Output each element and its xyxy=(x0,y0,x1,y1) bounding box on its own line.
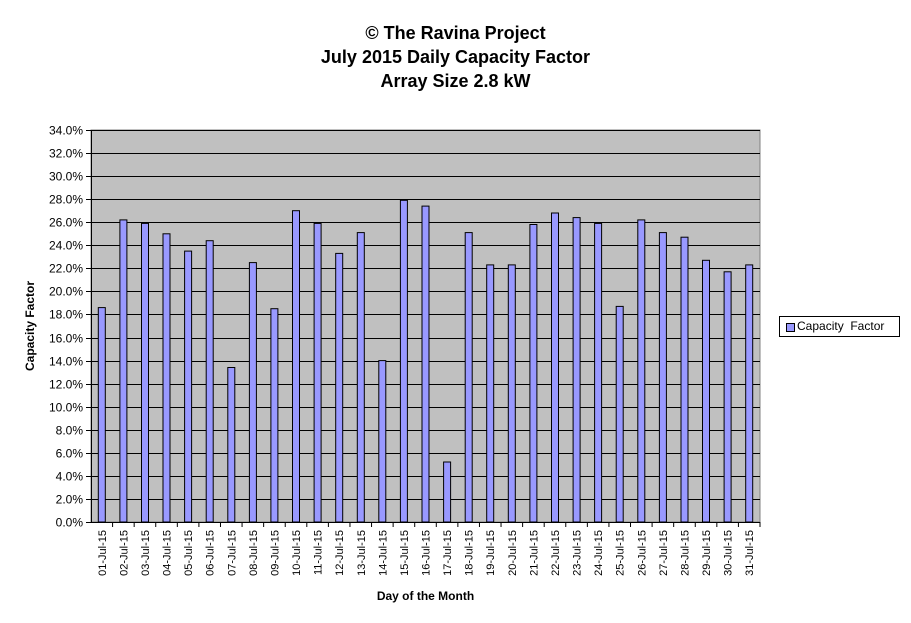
x-tick-label: 11-Jul-15 xyxy=(313,530,325,575)
y-tick-label: 12.0% xyxy=(49,378,83,392)
bar xyxy=(443,461,452,523)
x-tick-label: 02-Jul-15 xyxy=(118,530,130,576)
chart-legend: Capacity Factor xyxy=(779,316,900,337)
x-tick-label: 14-Jul-15 xyxy=(377,530,389,576)
y-tick-label: 18.0% xyxy=(49,308,83,322)
x-tick-label: 01-Jul-15 xyxy=(97,530,109,576)
y-tick-label: 32.0% xyxy=(49,147,83,161)
bar xyxy=(658,232,667,523)
bar xyxy=(227,367,236,523)
bar xyxy=(421,205,430,523)
bar xyxy=(162,233,171,523)
bar xyxy=(184,250,193,523)
x-tick-label: 25-Jul-15 xyxy=(615,530,627,576)
y-tick-label: 34.0% xyxy=(49,124,83,138)
y-tick-label: 0.0% xyxy=(56,516,84,530)
bar xyxy=(723,271,732,523)
bar xyxy=(141,222,149,523)
y-tick-label: 20.0% xyxy=(49,285,83,299)
chart-title-line-2: July 2015 Daily Capacity Factor xyxy=(320,47,591,67)
bar xyxy=(205,240,214,523)
bar xyxy=(507,264,516,523)
x-tick-label: 13-Jul-15 xyxy=(356,530,368,576)
x-tick-label: 15-Jul-15 xyxy=(399,530,411,576)
bar xyxy=(270,308,279,523)
bar xyxy=(594,222,603,523)
x-tick-label: 21-Jul-15 xyxy=(528,530,540,576)
x-tick-label: 12-Jul-15 xyxy=(334,530,346,576)
x-tick-label: 24-Jul-15 xyxy=(593,530,605,576)
bar xyxy=(680,236,689,523)
bar xyxy=(248,262,257,523)
y-tick-label: 10.0% xyxy=(49,401,83,415)
chart-title-line-1: © The Ravina Project xyxy=(365,23,546,43)
bar xyxy=(551,212,559,523)
y-tick-label: 26.0% xyxy=(49,216,83,230)
x-tick-label: 05-Jul-15 xyxy=(183,530,195,576)
x-tick-label: 04-Jul-15 xyxy=(162,530,174,576)
x-tick-label: 10-Jul-15 xyxy=(291,530,303,576)
y-tick-label: 24.0% xyxy=(49,239,83,253)
x-tick-label: 23-Jul-15 xyxy=(572,530,584,576)
x-tick-label: 22-Jul-15 xyxy=(550,530,562,576)
x-tick-label: 29-Jul-15 xyxy=(701,530,713,576)
x-axis-label: Day of the Month xyxy=(377,589,474,603)
bar xyxy=(529,224,538,523)
bar xyxy=(119,219,128,523)
x-tick-label: 08-Jul-15 xyxy=(248,530,260,576)
bar xyxy=(486,264,495,523)
y-tick-label: 2.0% xyxy=(56,493,84,507)
bar xyxy=(572,217,581,523)
chart-title-line-3: Array Size 2.8 kW xyxy=(380,71,531,91)
bar xyxy=(292,210,300,523)
x-tick-label: 31-Jul-15 xyxy=(744,530,756,576)
x-tick-label: 30-Jul-15 xyxy=(723,530,735,576)
legend-label: Capacity Factor xyxy=(797,319,885,333)
x-tick-label: 20-Jul-15 xyxy=(507,530,519,576)
y-tick-label: 4.0% xyxy=(56,470,84,484)
bar xyxy=(399,199,408,523)
y-tick-label: 16.0% xyxy=(49,332,83,346)
x-tick-label: 16-Jul-15 xyxy=(421,530,433,576)
y-tick-label: 30.0% xyxy=(49,170,83,184)
bar xyxy=(615,305,624,523)
x-tick-label: 18-Jul-15 xyxy=(464,530,476,576)
bar xyxy=(637,219,646,523)
bar xyxy=(745,264,754,523)
x-tick-label: 28-Jul-15 xyxy=(680,530,692,576)
x-tick-label: 09-Jul-15 xyxy=(269,530,281,576)
x-tick-label: 06-Jul-15 xyxy=(205,530,217,576)
x-tick-label: 26-Jul-15 xyxy=(636,530,648,576)
x-tick-label: 17-Jul-15 xyxy=(442,530,454,576)
y-tick-label: 28.0% xyxy=(49,193,83,207)
y-axis-label: Capacity Factor xyxy=(23,281,37,371)
bar xyxy=(313,222,322,523)
y-tick-label: 8.0% xyxy=(56,424,84,438)
bar xyxy=(464,232,473,523)
bar xyxy=(702,259,710,523)
bar xyxy=(97,307,106,523)
legend-swatch xyxy=(786,323,795,332)
y-tick-label: 14.0% xyxy=(49,355,83,369)
bar xyxy=(356,232,365,523)
bar xyxy=(335,252,344,523)
x-tick-label: 19-Jul-15 xyxy=(485,530,497,576)
y-tick-label: 22.0% xyxy=(49,262,83,276)
x-tick-label: 03-Jul-15 xyxy=(140,530,152,576)
x-tick-label: 27-Jul-15 xyxy=(658,530,670,576)
y-tick-label: 6.0% xyxy=(56,447,84,461)
bar xyxy=(378,360,387,523)
x-tick-label: 07-Jul-15 xyxy=(226,530,238,576)
